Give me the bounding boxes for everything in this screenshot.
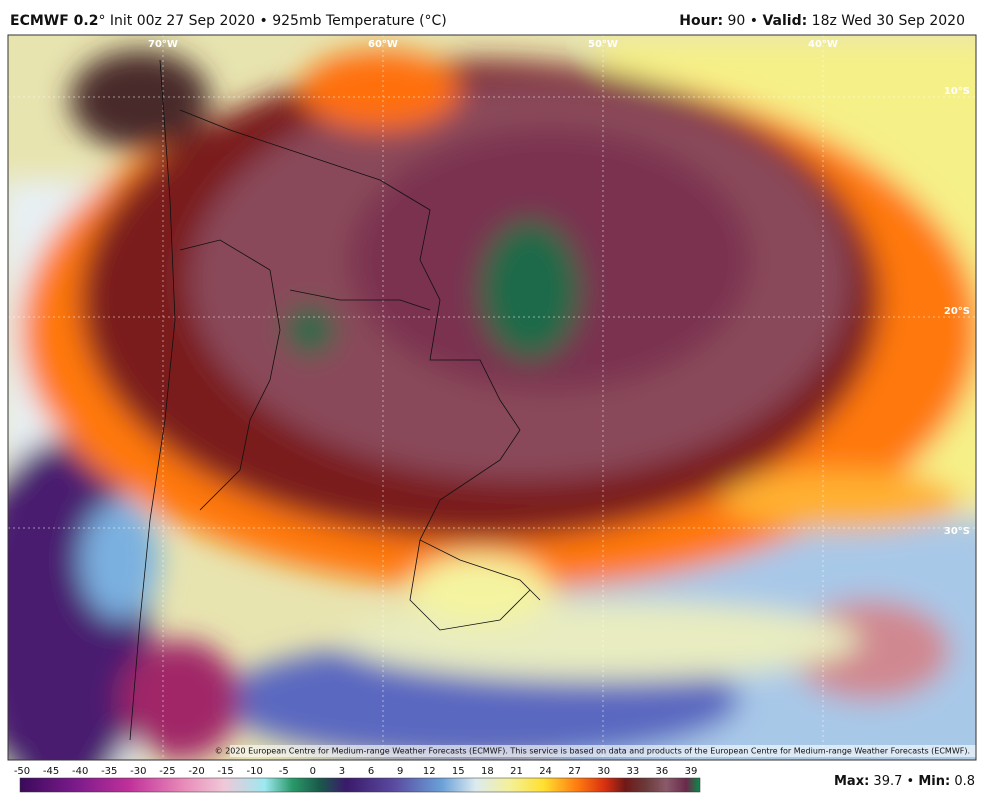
hour-label: Hour:: [679, 13, 723, 29]
colorbar-tick-label: 30: [597, 766, 610, 777]
colorbar-tick-label: 36: [656, 766, 669, 777]
map-frame: [7, 34, 977, 761]
longitude-label: 70°W: [148, 39, 178, 50]
geo-labels: 70°W 60°W 50°W 40°W 10°S 20°S 30°S: [148, 39, 970, 537]
borders: [129, 59, 541, 741]
colorbar-tick-label: 0: [310, 766, 316, 777]
colorbar-tick-label: -20: [188, 766, 204, 777]
latitude-label: 10°S: [944, 86, 970, 97]
min: 0.8: [954, 774, 975, 789]
separator: •: [902, 774, 918, 789]
temperature-field: [8, 40, 976, 760]
longitude-label: 50°W: [588, 39, 618, 50]
colorbar-tick-label: -15: [217, 766, 233, 777]
header: ECMWF 0.2° Init 00z 27 Sep 2020 • 925mb …: [10, 13, 965, 29]
max-label: Max:: [834, 774, 869, 789]
details: ° Init 00z 27 Sep 2020 • 925mb Temperatu…: [98, 13, 446, 29]
colorbar-tick-label: -50: [14, 766, 30, 777]
colorbar-tick-label: 9: [397, 766, 403, 777]
colorbar-scale: [19, 777, 701, 793]
longitude-label: 40°W: [808, 39, 838, 50]
copyright-bar: © 2020 European Centre for Medium-range …: [215, 745, 976, 757]
valid: 18z Wed 30 Sep 2020: [807, 13, 965, 29]
latitude-label: 20°S: [944, 306, 970, 317]
colorbar-tick-label: -45: [43, 766, 59, 777]
colorbar-tick-label: 39: [685, 766, 698, 777]
colorbar-tick-label: 6: [368, 766, 374, 777]
title: ECMWF 0.2° Init 00z 27 Sep 2020 • 925mb …: [10, 13, 447, 29]
max: 39.7: [873, 774, 902, 789]
latitude-label: 30°S: [944, 526, 970, 537]
colorbar-tick-label: -40: [72, 766, 88, 777]
colorbar-tick-label: -5: [279, 766, 289, 777]
valid-info: Hour: 90 • Valid: 18z Wed 30 Sep 2020: [679, 13, 965, 29]
colorbar-tick-label: 3: [339, 766, 345, 777]
colorbar-tick-label: 27: [568, 766, 581, 777]
colorbar-tick-label: -10: [247, 766, 263, 777]
colorbar-tick-label: -30: [130, 766, 146, 777]
hour: 90 •: [723, 13, 762, 29]
colorbar-tick-label: 33: [626, 766, 639, 777]
colorbar-tick-label: -25: [159, 766, 175, 777]
colorbar-tick-label: 18: [481, 766, 494, 777]
model: ECMWF 0.2: [10, 13, 98, 29]
graticule: [8, 35, 976, 760]
colorbar-tick-label: 12: [423, 766, 436, 777]
colorbar-tick-label: 21: [510, 766, 523, 777]
colorbar-tick-label: 15: [452, 766, 465, 777]
copyright: © 2020 European Centre for Medium-range …: [215, 747, 970, 756]
stats: Max: 39.7 • Min: 0.8: [834, 774, 975, 789]
min-label: Min:: [918, 774, 950, 789]
colorbar-tick-label: -35: [101, 766, 117, 777]
colorbar: -50 -45 -40 -35 -30 -25 -20 -15 -10 -5 0 3 6 9 12 15 18 2…: [14, 766, 701, 793]
longitude-label: 60°W: [368, 39, 398, 50]
colorbar-tick-label: 24: [539, 766, 552, 777]
valid-label: Valid:: [762, 13, 807, 29]
map: © 2020 European Centre for Medium-range …: [8, 35, 976, 760]
